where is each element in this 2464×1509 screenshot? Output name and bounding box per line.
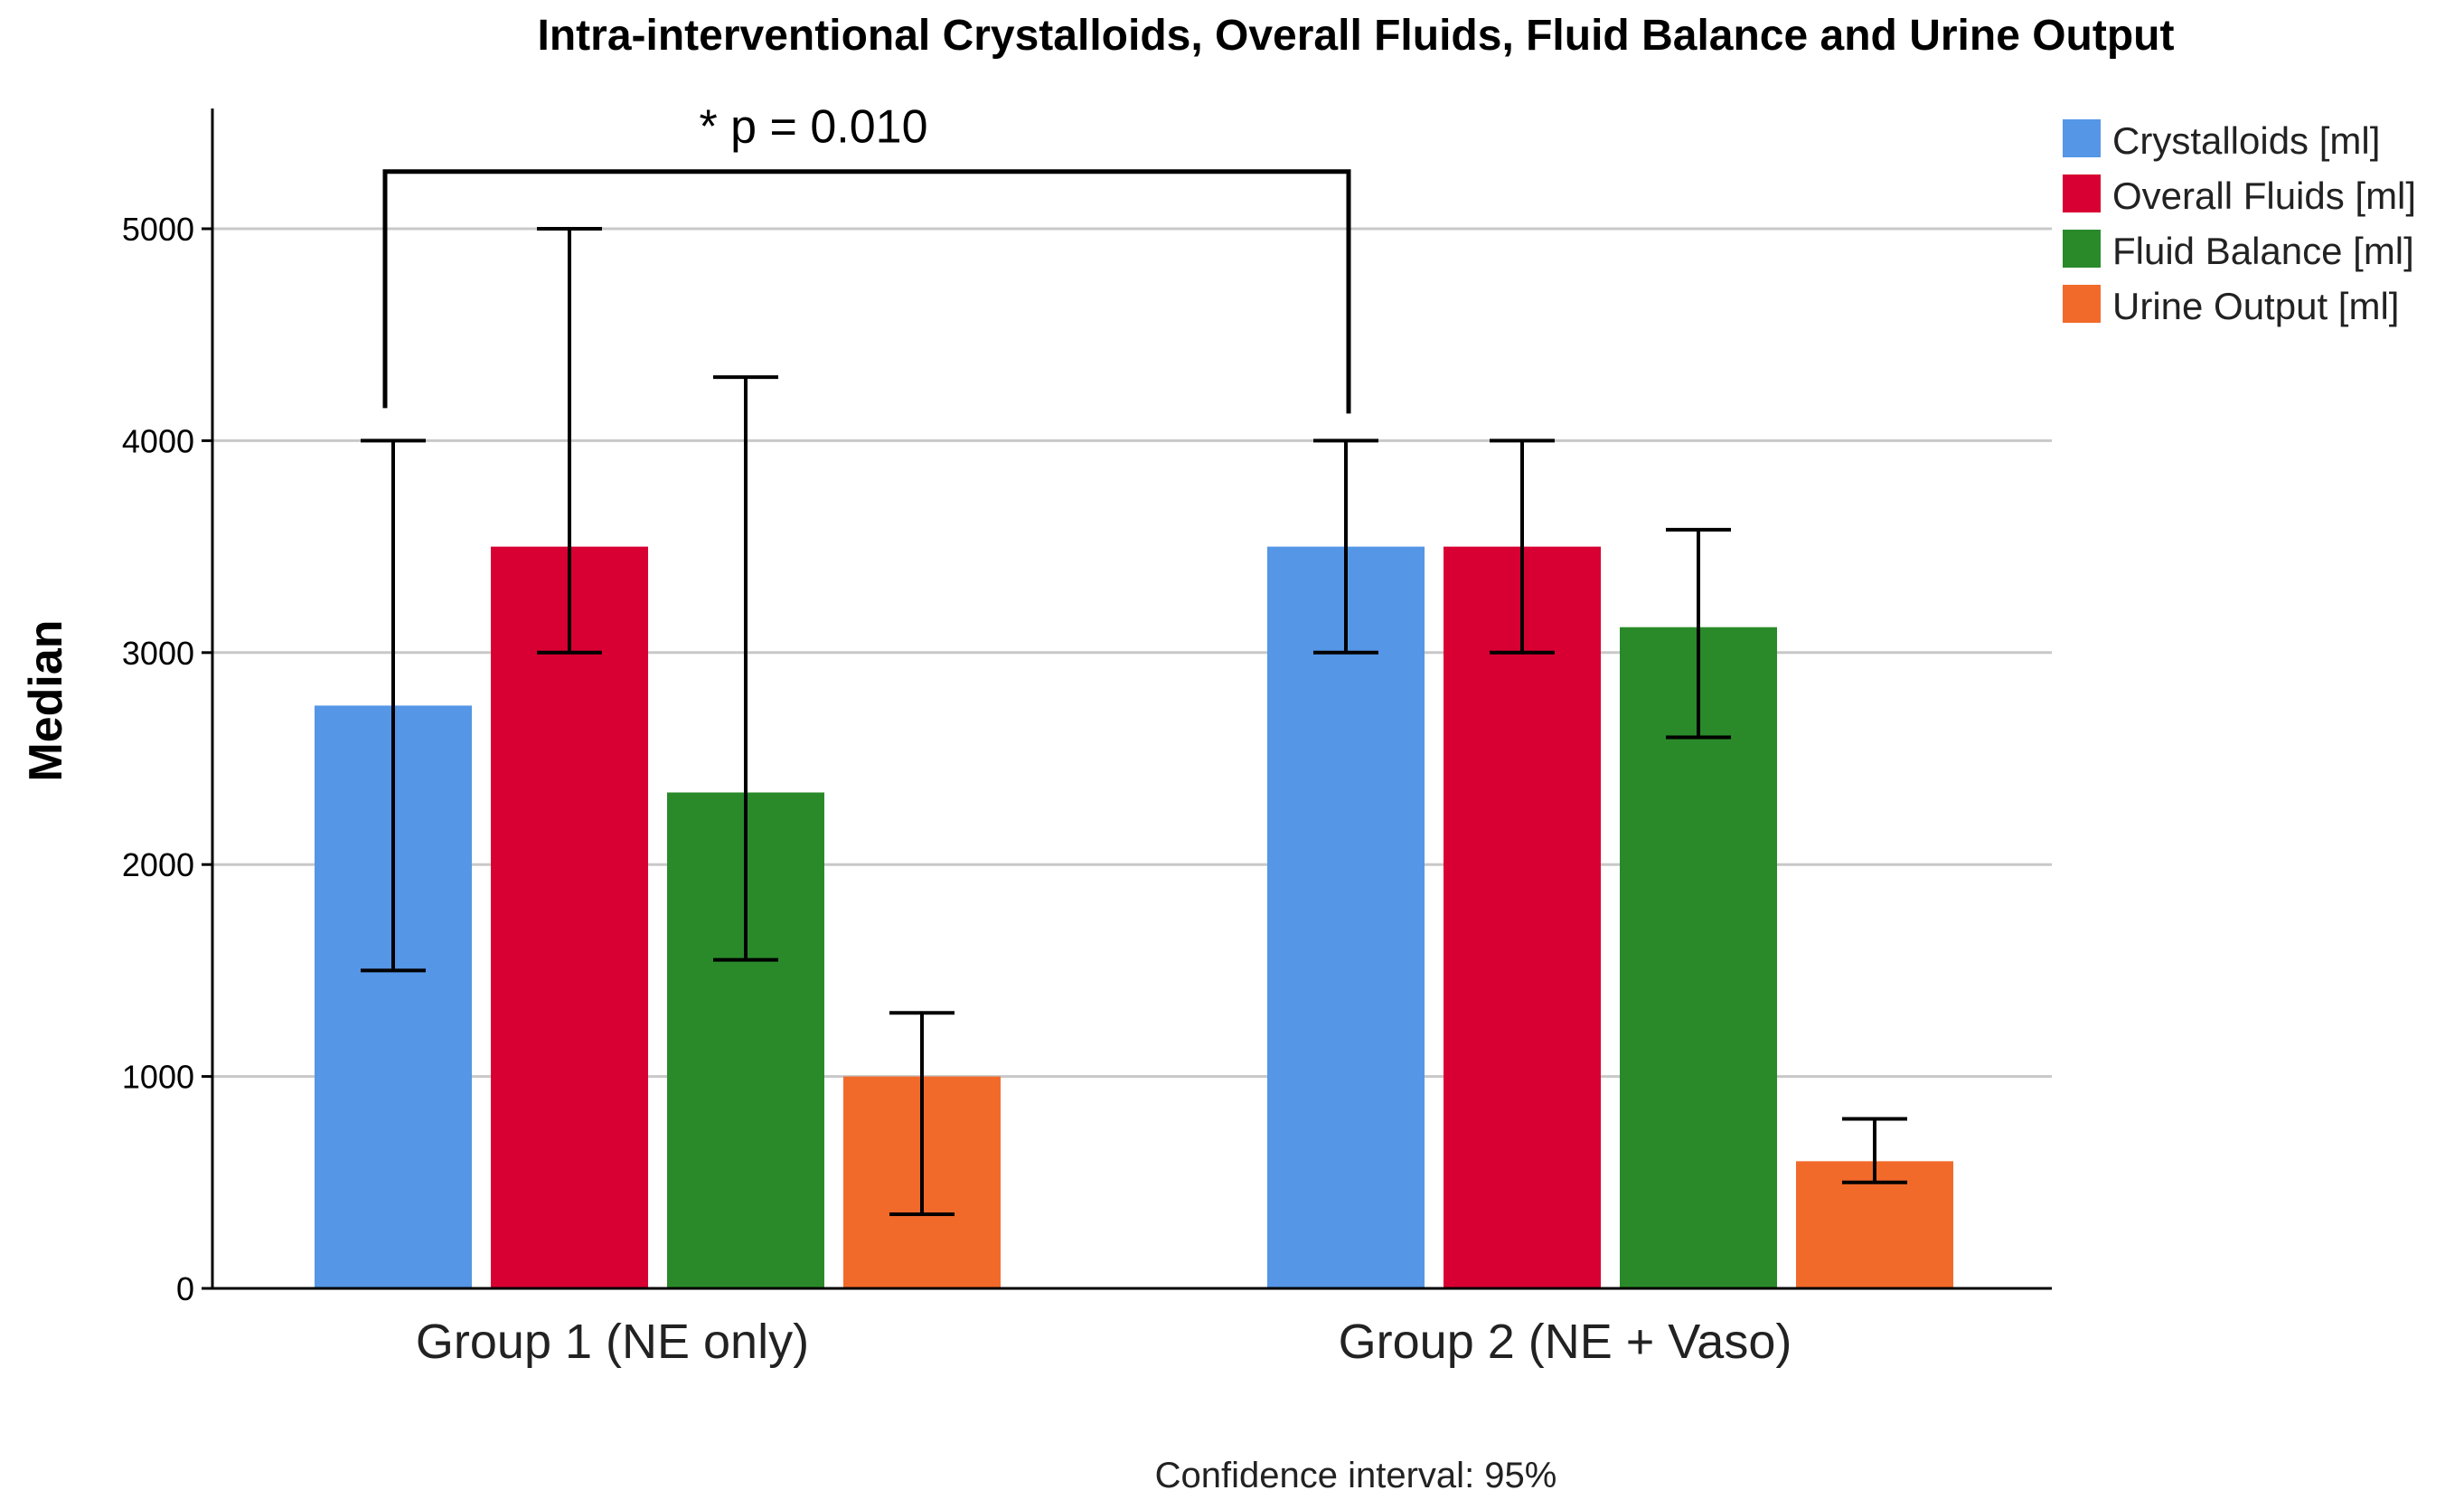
legend-swatch (2063, 174, 2101, 212)
legend-swatch (2063, 119, 2101, 157)
significance-bracket (382, 169, 1351, 414)
axes: 0 1000 2000 3000 4000 5000 (122, 108, 2052, 1307)
y-axis-label: Median (20, 619, 72, 781)
bar-1-group-2 (1267, 546, 1425, 1288)
error-bars (361, 227, 1907, 1216)
y-tick-label: 5000 (122, 211, 194, 248)
x-tick-labels: Group 1 (NE only) Group 2 (NE + Vaso) (416, 1315, 1792, 1369)
y-tick-label: 2000 (122, 846, 194, 883)
bars (315, 546, 1953, 1288)
x-category-label: Group 1 (NE only) (416, 1315, 809, 1369)
legend: Crystalloids [ml] Overall Fluids [ml] Flui… (2063, 119, 2416, 327)
legend-swatch (2063, 230, 2101, 268)
y-tick-label: 1000 (122, 1059, 194, 1096)
y-tick-label: 3000 (122, 635, 194, 672)
y-tick-label: 0 (176, 1270, 194, 1307)
legend-label: Fluid Balance [ml] (2112, 230, 2414, 272)
chart-title: Intra-interventional Crystalloids, Overa… (538, 12, 2175, 60)
bar-2-group-1 (491, 546, 648, 1288)
legend-label: Urine Output [ml] (2112, 285, 2399, 327)
significance-label: * p = 0.010 (700, 101, 928, 154)
x-category-label: Group 2 (NE + Vaso) (1339, 1315, 1792, 1369)
legend-swatch (2063, 285, 2101, 323)
bar-2-group-2 (1444, 546, 1601, 1288)
legend-label: Overall Fluids [ml] (2112, 174, 2416, 217)
y-tick-label: 4000 (122, 422, 194, 459)
legend-label: Crystalloids [ml] (2112, 119, 2380, 162)
confidence-interval-note: Confidence interval: 95% (1155, 1456, 1557, 1495)
significance-annotation: * p = 0.010 (382, 101, 1351, 414)
